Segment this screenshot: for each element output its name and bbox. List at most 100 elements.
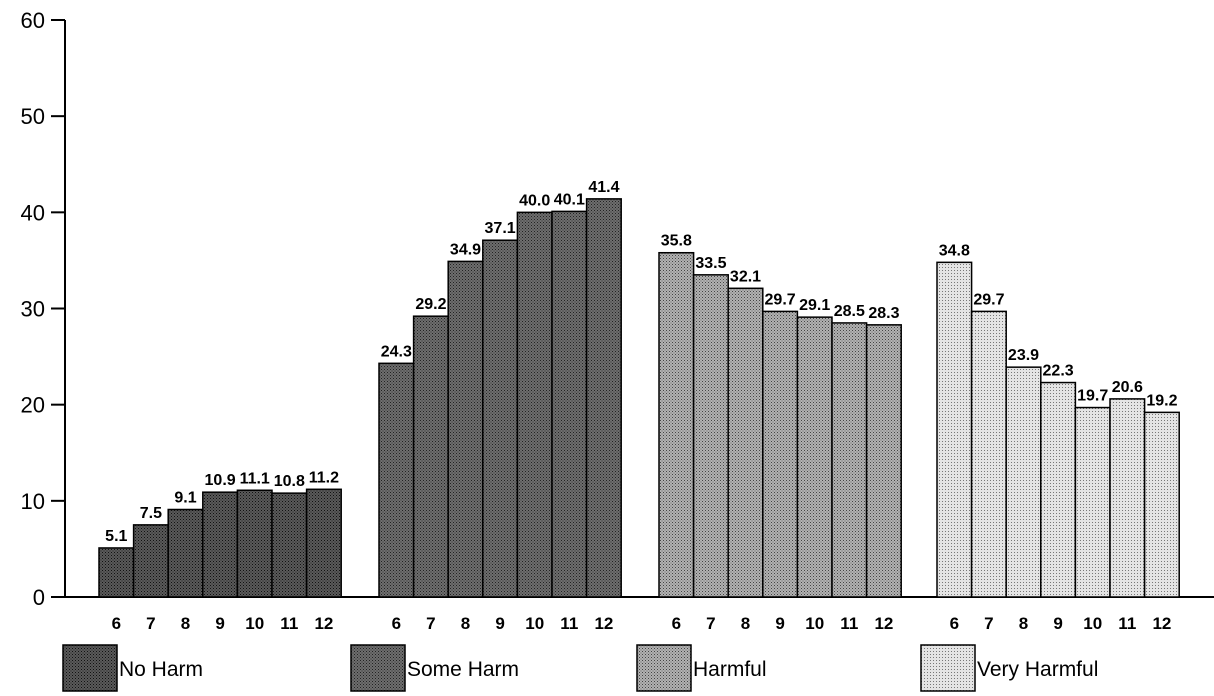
x-tick-label: 12 bbox=[594, 614, 613, 633]
x-tick-label: 10 bbox=[1083, 614, 1102, 633]
data-label: 11.1 bbox=[240, 470, 270, 487]
bar-very-harmful-8 bbox=[1005, 366, 1042, 598]
x-tick-label: 10 bbox=[525, 614, 544, 633]
bar-harmful-12 bbox=[865, 324, 902, 598]
x-tick-label: 9 bbox=[775, 614, 784, 633]
data-label: 9.1 bbox=[174, 489, 196, 506]
bar-no-harm-6 bbox=[98, 547, 135, 598]
bar-no-harm-11 bbox=[271, 492, 308, 598]
data-label: 19.2 bbox=[1146, 392, 1177, 409]
data-label: 5.1 bbox=[105, 528, 127, 545]
x-tick-label: 12 bbox=[314, 614, 333, 633]
bar-some-harm-12 bbox=[585, 198, 622, 598]
data-label: 22.3 bbox=[1043, 363, 1074, 380]
x-tick-label: 12 bbox=[1152, 614, 1171, 633]
data-label: 33.5 bbox=[695, 255, 726, 272]
legend-label-no-harm: No Harm bbox=[119, 658, 203, 681]
data-label: 20.6 bbox=[1112, 379, 1143, 396]
x-tick-label: 12 bbox=[874, 614, 893, 633]
chart-bars: 5.1 6 7.5 7 9.1 8 10.9 9 11.1 10 10.8 11 11.2 12 24.3 6… bbox=[98, 179, 1180, 633]
bar-some-harm-11 bbox=[551, 210, 588, 598]
data-label: 23.9 bbox=[1008, 347, 1039, 364]
data-label: 40.0 bbox=[519, 192, 550, 209]
x-tick-label: 8 bbox=[1019, 614, 1028, 633]
data-label: 34.8 bbox=[939, 242, 970, 259]
y-tick-label: 30 bbox=[21, 297, 45, 322]
x-tick-label: 6 bbox=[950, 614, 959, 633]
legend-label-some-harm: Some Harm bbox=[407, 658, 519, 681]
data-label: 11.2 bbox=[309, 469, 339, 486]
chart-legend: No Harm Some Harm Harmful Very Harmful bbox=[62, 644, 1098, 692]
x-tick-label: 7 bbox=[984, 614, 993, 633]
bar-very-harmful-12 bbox=[1143, 411, 1180, 598]
data-label: 34.9 bbox=[450, 241, 481, 258]
bar-harmful-6 bbox=[658, 251, 695, 598]
x-tick-label: 11 bbox=[280, 614, 298, 633]
bar-no-harm-8 bbox=[167, 508, 204, 598]
data-label: 29.7 bbox=[973, 291, 1004, 308]
bar-very-harmful-7 bbox=[970, 310, 1007, 598]
y-tick-label: 60 bbox=[21, 8, 45, 33]
data-label: 7.5 bbox=[140, 505, 162, 522]
bar-some-harm-9 bbox=[482, 239, 519, 598]
y-tick-label: 40 bbox=[21, 200, 45, 225]
bar-very-harmful-11 bbox=[1109, 398, 1146, 598]
x-tick-label: 6 bbox=[392, 614, 401, 633]
bar-some-harm-10 bbox=[516, 211, 553, 598]
x-tick-label: 8 bbox=[741, 614, 750, 633]
legend-label-harmful: Harmful bbox=[693, 658, 767, 681]
data-label: 37.1 bbox=[485, 220, 516, 237]
bar-some-harm-7 bbox=[412, 315, 449, 598]
data-label: 19.7 bbox=[1077, 388, 1108, 405]
x-tick-label: 9 bbox=[495, 614, 504, 633]
y-tick-label: 20 bbox=[21, 393, 45, 418]
x-tick-label: 6 bbox=[112, 614, 121, 633]
y-tick-label: 0 bbox=[33, 585, 45, 610]
data-label: 10.9 bbox=[205, 472, 236, 489]
data-label: 41.4 bbox=[588, 179, 619, 196]
data-label: 29.2 bbox=[415, 296, 446, 313]
x-tick-label: 9 bbox=[1053, 614, 1062, 633]
data-label: 28.5 bbox=[834, 303, 865, 320]
bar-harmful-11 bbox=[831, 322, 868, 598]
legend-swatch-harmful bbox=[636, 644, 692, 692]
legend-label-very-harmful: Very Harmful bbox=[977, 658, 1098, 681]
x-tick-label: 7 bbox=[426, 614, 435, 633]
bar-very-harmful-10 bbox=[1074, 406, 1111, 598]
data-label: 24.3 bbox=[381, 343, 412, 360]
x-tick-label: 11 bbox=[840, 614, 858, 633]
x-tick-label: 11 bbox=[560, 614, 578, 633]
bar-some-harm-6 bbox=[378, 362, 415, 598]
x-tick-label: 8 bbox=[181, 614, 190, 633]
bar-harmful-8 bbox=[727, 287, 764, 598]
data-label: 35.8 bbox=[661, 233, 692, 250]
bar-harmful-9 bbox=[762, 310, 799, 598]
bar-no-harm-7 bbox=[132, 524, 169, 598]
x-tick-label: 11 bbox=[1118, 614, 1136, 633]
bar-some-harm-8 bbox=[447, 260, 484, 598]
bar-harmful-7 bbox=[692, 274, 729, 598]
bar-no-harm-9 bbox=[202, 491, 239, 598]
legend-swatch-no-harm bbox=[62, 644, 118, 692]
y-tick-label: 50 bbox=[21, 104, 45, 129]
y-tick-label: 10 bbox=[21, 489, 45, 514]
data-label: 32.1 bbox=[730, 268, 761, 285]
bar-no-harm-12 bbox=[305, 488, 342, 598]
legend-swatch-some-harm bbox=[350, 644, 406, 692]
data-label: 40.1 bbox=[554, 191, 585, 208]
legend-swatch-very-harmful bbox=[920, 644, 976, 692]
x-tick-label: 10 bbox=[245, 614, 264, 633]
data-label: 28.3 bbox=[868, 305, 899, 322]
x-tick-label: 7 bbox=[706, 614, 715, 633]
x-tick-label: 6 bbox=[672, 614, 681, 633]
x-tick-label: 9 bbox=[215, 614, 224, 633]
x-tick-label: 10 bbox=[805, 614, 824, 633]
bar-no-harm-10 bbox=[236, 489, 273, 598]
data-label: 29.7 bbox=[765, 291, 796, 308]
data-label: 10.8 bbox=[274, 473, 305, 490]
bar-very-harmful-9 bbox=[1040, 381, 1077, 598]
x-tick-label: 7 bbox=[146, 614, 155, 633]
x-tick-label: 8 bbox=[461, 614, 470, 633]
bar-harmful-10 bbox=[796, 316, 833, 598]
